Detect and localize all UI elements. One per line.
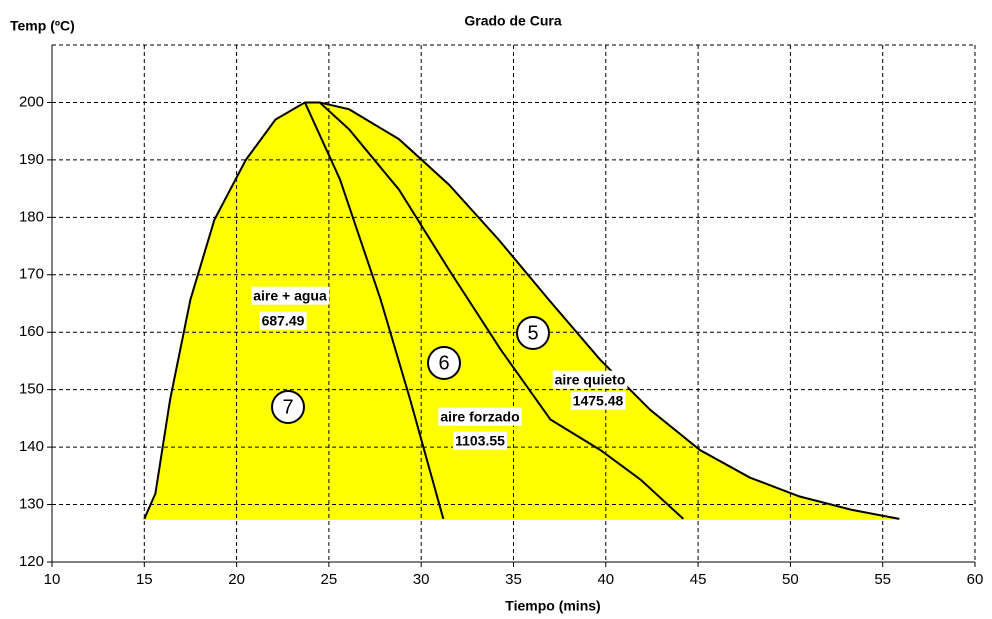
annotation-bg bbox=[438, 407, 522, 426]
x-tick-label: 20 bbox=[228, 571, 245, 588]
x-tick-label: 55 bbox=[874, 571, 891, 588]
x-tick-label: 10 bbox=[44, 571, 61, 588]
area-fill bbox=[142, 101, 900, 520]
annotation-bg bbox=[453, 431, 508, 450]
zone-circle bbox=[516, 316, 550, 350]
annotation-bg bbox=[570, 391, 626, 410]
curve bbox=[318, 101, 685, 520]
y-tick-label: 180 bbox=[19, 208, 44, 225]
annotation-bg bbox=[251, 286, 329, 305]
zone-circle bbox=[427, 346, 461, 380]
y-axis-label: Temp (ºC) bbox=[10, 18, 75, 34]
zone-label: 6 bbox=[438, 352, 449, 374]
curve bbox=[303, 102, 445, 520]
annotation-bg bbox=[552, 370, 628, 389]
annotation: 1475.48 bbox=[573, 393, 624, 409]
zone-label: 5 bbox=[527, 322, 538, 344]
x-tick-label: 50 bbox=[782, 571, 799, 588]
y-tick-label: 160 bbox=[19, 323, 44, 340]
x-tick-label: 35 bbox=[505, 571, 522, 588]
y-tick-label: 120 bbox=[19, 553, 44, 570]
curve bbox=[143, 101, 900, 520]
x-tick-label: 25 bbox=[321, 571, 338, 588]
y-tick-label: 130 bbox=[19, 496, 44, 513]
annotation: aire + agua bbox=[253, 288, 327, 304]
x-tick-label: 40 bbox=[597, 571, 614, 588]
annotation: 1103.55 bbox=[455, 433, 505, 449]
x-tick-label: 30 bbox=[413, 571, 430, 588]
chart-title: Grado de Cura bbox=[464, 13, 561, 29]
y-tick-label: 170 bbox=[19, 266, 44, 283]
y-tick-label: 200 bbox=[19, 93, 44, 110]
zone-circle bbox=[271, 390, 305, 424]
zone-label: 7 bbox=[282, 396, 293, 418]
y-tick-label: 190 bbox=[19, 151, 44, 168]
x-axis-label: Tiempo (mins) bbox=[505, 598, 600, 614]
x-tick-label: 45 bbox=[690, 571, 707, 588]
x-tick-label: 15 bbox=[136, 571, 153, 588]
annotation-bg bbox=[259, 311, 307, 330]
y-tick-label: 150 bbox=[19, 381, 44, 398]
annotation: aire quieto bbox=[555, 372, 626, 388]
y-tick-label: 140 bbox=[19, 438, 44, 455]
annotation: aire forzado bbox=[440, 409, 519, 425]
annotation: 687.49 bbox=[262, 313, 305, 329]
x-tick-label: 60 bbox=[967, 571, 984, 588]
